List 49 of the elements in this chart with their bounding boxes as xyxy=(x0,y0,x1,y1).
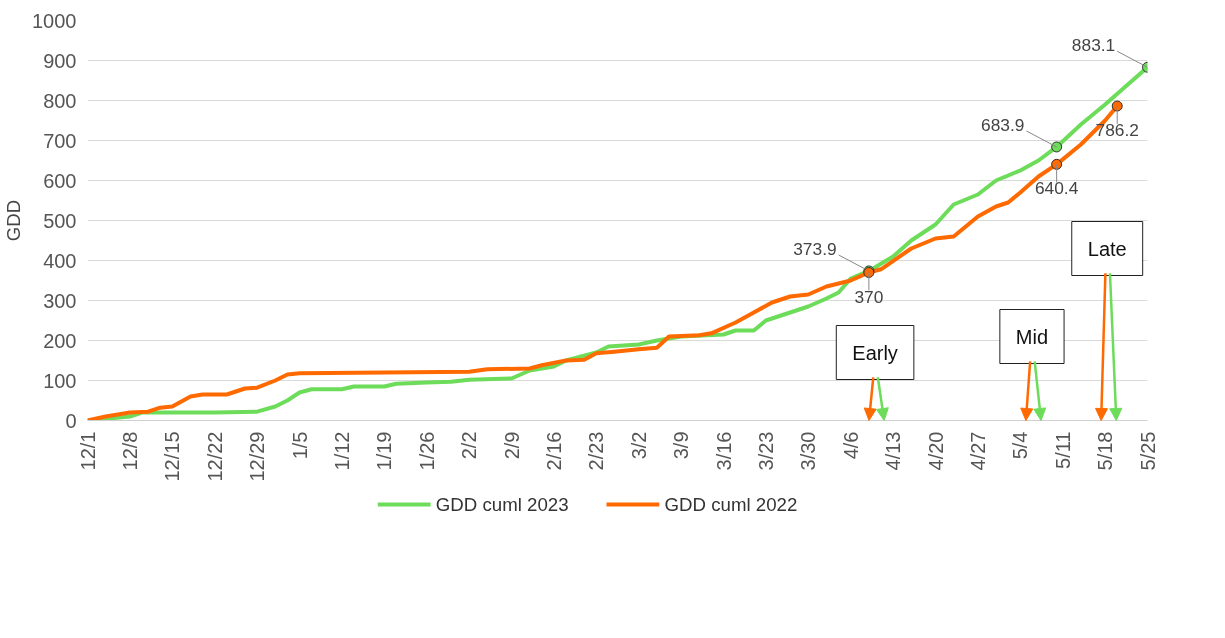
data-label: 786.2 xyxy=(1095,120,1139,141)
legend-label: GDD cuml 2022 xyxy=(664,494,798,515)
x-tick-label: 5/18 xyxy=(1094,431,1117,471)
x-tick-label: 3/9 xyxy=(670,431,693,460)
x-tick-label: 4/6 xyxy=(839,431,862,460)
x-tick-label: 3/2 xyxy=(627,431,650,460)
x-tick-label: 4/20 xyxy=(924,431,947,471)
x-tick-label: 3/16 xyxy=(712,431,735,471)
x-tick-label: 2/9 xyxy=(500,431,523,460)
y-tick-label: 400 xyxy=(43,249,77,272)
x-tick-label: 3/30 xyxy=(797,431,820,471)
x-tick-label: 1/5 xyxy=(288,431,311,460)
y-tick-label: 500 xyxy=(43,209,77,232)
x-tick-label: 2/23 xyxy=(585,431,608,471)
annotation: Early xyxy=(852,341,898,364)
annotation: Mid xyxy=(1015,325,1049,348)
y-tick-label: 300 xyxy=(43,289,77,312)
x-tick-label: 5/4 xyxy=(1009,431,1032,460)
y-tick-label: 100 xyxy=(43,369,77,392)
x-tick-label: 5/11 xyxy=(1051,431,1074,469)
y-tick-label: 900 xyxy=(43,49,77,72)
data-label: 883.1 xyxy=(1071,35,1116,56)
x-tick-label: 1/26 xyxy=(415,431,438,471)
x-tick-label: 4/27 xyxy=(966,431,989,471)
data-label: 370 xyxy=(854,286,884,307)
y-tick-label: 200 xyxy=(43,329,77,352)
x-tick-label: 3/23 xyxy=(754,431,777,471)
x-tick-label: 1/12 xyxy=(330,431,353,471)
x-tick-label: 2/16 xyxy=(542,431,565,471)
x-tick-label: 2/2 xyxy=(458,431,481,460)
y-tick-label: 700 xyxy=(43,129,77,152)
x-tick-label: 1/19 xyxy=(373,431,396,471)
y-tick-label: 1000 xyxy=(32,9,77,32)
x-tick-label: 12/8 xyxy=(118,431,141,471)
x-tick-label: 4/13 xyxy=(882,431,905,471)
data-label: 373.9 xyxy=(793,238,837,259)
x-tick-label: 12/1 xyxy=(76,431,99,471)
x-tick-label: 12/15 xyxy=(161,431,184,482)
x-tick-label: 12/22 xyxy=(203,431,226,482)
y-tick-label: 0 xyxy=(65,409,77,432)
x-tick-label: 12/29 xyxy=(246,431,269,482)
y-tick-label: 800 xyxy=(43,89,77,112)
data-label: 683.9 xyxy=(980,114,1025,135)
legend-label: GDD cuml 2023 xyxy=(435,494,569,515)
annotation: Late xyxy=(1087,237,1127,260)
y-axis-title: GDD xyxy=(3,199,25,242)
data-label: 640.4 xyxy=(1034,178,1079,199)
x-tick-label: 5/25 xyxy=(1136,431,1159,471)
y-tick-label: 600 xyxy=(43,169,77,192)
